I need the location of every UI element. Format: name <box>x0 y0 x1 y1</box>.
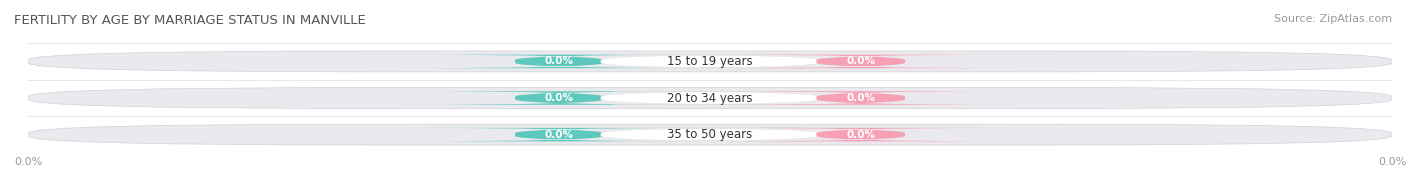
Text: 0.0%: 0.0% <box>546 130 574 140</box>
Text: 20 to 34 years: 20 to 34 years <box>668 92 752 104</box>
Text: 0.0%: 0.0% <box>846 130 875 140</box>
FancyBboxPatch shape <box>399 91 720 105</box>
FancyBboxPatch shape <box>399 55 720 68</box>
Text: 0.0%: 0.0% <box>846 56 875 66</box>
Text: Source: ZipAtlas.com: Source: ZipAtlas.com <box>1274 14 1392 24</box>
Text: 0.0%: 0.0% <box>546 93 574 103</box>
Text: 0.0%: 0.0% <box>846 93 875 103</box>
FancyBboxPatch shape <box>700 91 1021 105</box>
FancyBboxPatch shape <box>399 128 720 141</box>
FancyBboxPatch shape <box>600 91 820 105</box>
Text: 35 to 50 years: 35 to 50 years <box>668 128 752 141</box>
FancyBboxPatch shape <box>28 88 1392 108</box>
FancyBboxPatch shape <box>600 55 820 68</box>
FancyBboxPatch shape <box>600 128 820 141</box>
Text: 15 to 19 years: 15 to 19 years <box>668 55 752 68</box>
FancyBboxPatch shape <box>700 55 1021 68</box>
FancyBboxPatch shape <box>28 51 1392 72</box>
FancyBboxPatch shape <box>28 124 1392 145</box>
Text: FERTILITY BY AGE BY MARRIAGE STATUS IN MANVILLE: FERTILITY BY AGE BY MARRIAGE STATUS IN M… <box>14 14 366 27</box>
Text: 0.0%: 0.0% <box>546 56 574 66</box>
FancyBboxPatch shape <box>700 128 1021 141</box>
